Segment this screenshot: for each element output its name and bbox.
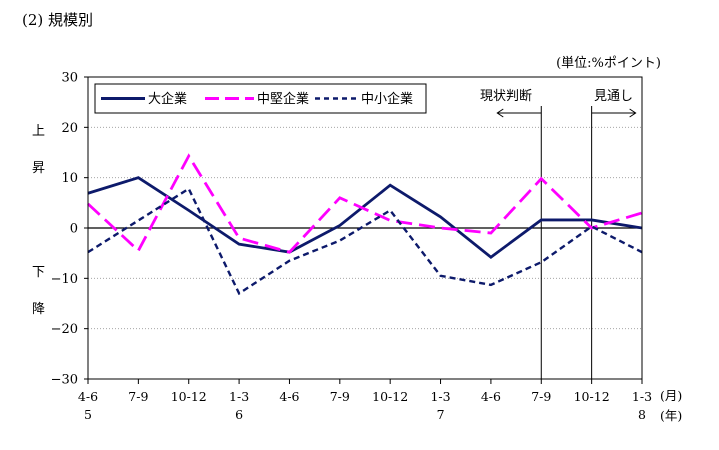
x-tick-label: 1-3 [229,389,249,404]
annotation-actual: 現状判断 [480,89,532,104]
x-tick-label: 1-3 [430,389,450,404]
y-label-down-2: 降 [32,302,45,317]
y-tick-label: 10 [61,171,78,186]
x-tick-label: 7-9 [531,389,551,404]
y-label-up-1: 上 [32,124,45,139]
x-tick-label: 7-9 [128,389,148,404]
year-label: 8 [638,407,646,422]
x-tick-label: 1-3 [632,389,652,404]
y-tick-label: −10 [51,272,78,287]
actual-marker-arrowhead [496,108,504,118]
y-tick-label: 30 [61,71,78,86]
y-tick-label: −30 [51,373,78,388]
legend-label-large: 大企業 [148,91,187,107]
y-tick-label: 20 [61,121,78,136]
x-tick-label: 4-6 [279,389,299,404]
x-tick-label: 4-6 [78,389,98,404]
year-label: 7 [437,407,445,422]
series-midsize-line [87,153,643,254]
legend: 大企業 中堅企業 中小企業 [94,83,427,114]
series-large-line [87,176,643,259]
section-title: (2) 規模別 [22,11,94,29]
outlook-marker-arrowhead [629,108,637,118]
year-label: 6 [235,407,243,422]
x-tick-label: 4-6 [481,389,501,404]
legend-label-midsize: 中堅企業 [257,91,309,107]
x-tick-label: 10-12 [574,389,610,404]
month-unit: (月) [660,388,682,403]
year-label: 5 [84,407,92,422]
annotation-outlook: 見通し [594,89,633,104]
x-tick-label: 7-9 [330,389,350,404]
x-tick-label: 10-12 [372,389,408,404]
year-unit: (年) [660,408,682,423]
legend-label-small: 中小企業 [361,91,413,107]
y-tick-label: 0 [70,222,78,237]
y-label-up-2: 昇 [32,161,45,176]
x-tick-label: 10-12 [171,389,207,404]
unit-note: (単位:%ポイント) [556,56,661,71]
y-label-down-1: 下 [32,265,45,280]
y-tick-label: −20 [51,322,78,337]
